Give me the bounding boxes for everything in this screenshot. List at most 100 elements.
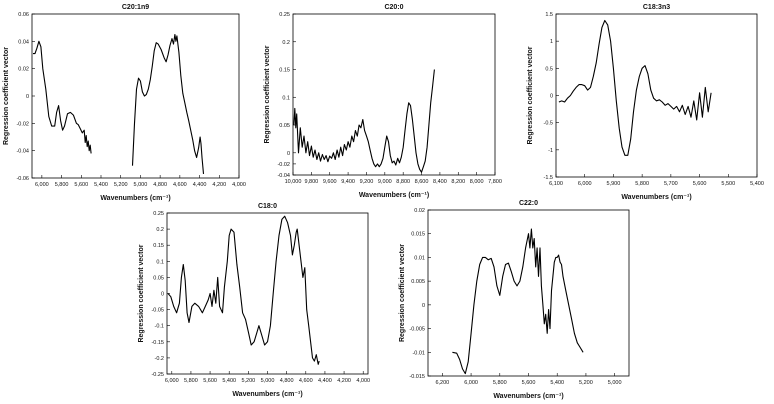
y-tick-label: -0.25 xyxy=(151,372,164,378)
y-tick-label: 0 xyxy=(550,94,553,100)
x-tick-label: 4,000 xyxy=(356,378,370,384)
y-tick-label: 0.5 xyxy=(545,66,553,72)
x-tick-label: 5,200 xyxy=(241,378,255,384)
y-tick-label: 1.5 xyxy=(545,12,553,18)
x-tick-label: 5,800 xyxy=(55,182,69,188)
chart-panel-3: C18:3n3 6,100 6,000 5,900 5,800 5,700 5,600 5,5… xyxy=(527,4,764,201)
x-tick-label: 6,000 xyxy=(165,378,179,384)
y-tick-label: -0.01 xyxy=(412,350,425,356)
x-tick-label: 6,200 xyxy=(435,380,449,386)
x-tick-label: 4,000 xyxy=(232,182,246,188)
chart-panel-2: C20:0 10,000 9,800 9,600 9,400 9,200 9,000 8,80… xyxy=(264,4,502,199)
x-tick-label: 8,600 xyxy=(415,179,429,185)
y-tick-label: 0.2 xyxy=(156,227,164,233)
y-tick-label: 0.06 xyxy=(18,12,29,18)
y-tick-label: 0.1 xyxy=(282,95,290,101)
x-tick-label: 4,800 xyxy=(153,182,167,188)
y-axis-label: Regression coefficient vector xyxy=(138,244,145,342)
x-axis-label: Wavenumbers (cm⁻¹) xyxy=(621,194,691,201)
x-tick-label: 8,200 xyxy=(451,179,465,185)
y-tick-label: -0.05 xyxy=(151,308,164,314)
x-tick-label: 9,800 xyxy=(304,179,318,185)
y-tick-label: -0.04 xyxy=(277,173,290,179)
x-tick-label: 4,600 xyxy=(173,182,187,188)
y-tick-label: -1.5 xyxy=(544,175,553,181)
chart-panel-4: C18:0 6,000 5,800 5,600 5,400 5,200 5,000 4,800… xyxy=(138,203,370,398)
y-tick-label: -0.5 xyxy=(544,121,553,127)
y-tick-label: 0 xyxy=(287,151,290,157)
plot-frame xyxy=(555,13,758,178)
chart-panel-5: C22:0 6,200 6,000 5,800 5,600 5,400 5,200 5,000… xyxy=(399,200,630,400)
y-tick-label: 0.01 xyxy=(414,255,425,261)
x-axis-label: Wavenumbers (cm⁻¹) xyxy=(359,192,429,199)
x-tick-label: 5,900 xyxy=(607,181,621,187)
x-tick-label: 4,600 xyxy=(299,378,313,384)
x-tick-label: 5,600 xyxy=(74,182,88,188)
y-tick-label: -0.04 xyxy=(16,149,29,155)
chart-title: C20:1n9 xyxy=(122,4,149,11)
x-tick-label: 8,400 xyxy=(433,179,447,185)
x-tick-label: 5,400 xyxy=(750,181,764,187)
y-tick-label: -0.2 xyxy=(155,356,164,362)
y-tick-label: -0.15 xyxy=(151,340,164,346)
x-tick-label: 5,800 xyxy=(635,181,649,187)
y-axis-label: Regression coefficient vector xyxy=(399,244,406,342)
x-tick-label: 4,200 xyxy=(212,182,226,188)
plot-frame xyxy=(292,13,496,176)
series-line xyxy=(293,69,435,173)
plot-frame xyxy=(166,212,369,375)
series-line xyxy=(33,40,92,154)
y-tick-label: -0.015 xyxy=(409,374,425,380)
x-tick-label: 4,400 xyxy=(318,378,332,384)
x-axis-label: Wavenumbers (cm⁻¹) xyxy=(100,195,170,202)
x-tick-label: 4,200 xyxy=(337,378,351,384)
x-tick-label: 5,000 xyxy=(608,380,622,386)
x-tick-label: 5,600 xyxy=(693,181,707,187)
x-tick-label: 9,400 xyxy=(341,179,355,185)
chart-title: C20:0 xyxy=(384,4,403,11)
chart-title: C18:3n3 xyxy=(643,4,670,11)
x-tick-label: 5,800 xyxy=(493,380,507,386)
y-tick-label: 0.25 xyxy=(153,211,164,217)
y-tick-label: -0.02 xyxy=(277,162,290,168)
x-tick-label: 5,200 xyxy=(579,380,593,386)
y-axis-label: Regression coefficient vector xyxy=(264,45,271,143)
y-tick-label: 0 xyxy=(161,292,164,298)
y-axis-label: Regression coefficient vector xyxy=(3,47,10,145)
x-tick-label: 6,100 xyxy=(549,181,563,187)
y-tick-label: 0.1 xyxy=(156,259,164,265)
x-tick-label: 5,700 xyxy=(664,181,678,187)
y-tick-label: 0 xyxy=(422,303,425,309)
x-tick-label: 4,400 xyxy=(193,182,207,188)
x-tick-label: 5,800 xyxy=(184,378,198,384)
x-tick-label: 8,800 xyxy=(396,179,410,185)
x-tick-label: 6,000 xyxy=(35,182,49,188)
x-tick-label: 5,200 xyxy=(114,182,128,188)
y-tick-label: 0 xyxy=(26,94,29,100)
x-tick-label: 5,400 xyxy=(222,378,236,384)
plot-frame xyxy=(31,13,240,179)
y-tick-label: -0.005 xyxy=(409,327,425,333)
x-tick-label: 5,400 xyxy=(550,380,564,386)
y-tick-label: 0.25 xyxy=(279,12,290,18)
series-line xyxy=(131,33,205,174)
chart-panel-1: C20:1n9 6,000 5,800 5,600 5,400 5,200 5,000 4,8… xyxy=(3,4,246,202)
chart-title: C22:0 xyxy=(519,200,538,207)
x-tick-label: 6,000 xyxy=(578,181,592,187)
chart-title: C18:0 xyxy=(258,203,277,210)
y-tick-label: 0.015 xyxy=(411,232,425,238)
series-line xyxy=(452,228,584,375)
x-tick-label: 9,200 xyxy=(360,179,374,185)
y-tick-label: 0.005 xyxy=(411,279,425,285)
x-tick-label: 10,000 xyxy=(285,179,302,185)
series-line xyxy=(558,19,712,156)
x-tick-label: 8,000 xyxy=(470,179,484,185)
y-tick-label: 0.05 xyxy=(153,275,164,281)
y-tick-label: -0.1 xyxy=(155,324,164,330)
x-tick-label: 7,800 xyxy=(488,179,502,185)
y-tick-label: 0.02 xyxy=(18,67,29,73)
y-tick-label: 0.2 xyxy=(282,40,290,46)
x-tick-label: 5,400 xyxy=(94,182,108,188)
x-tick-label: 6,000 xyxy=(464,380,478,386)
x-tick-label: 5,000 xyxy=(134,182,148,188)
